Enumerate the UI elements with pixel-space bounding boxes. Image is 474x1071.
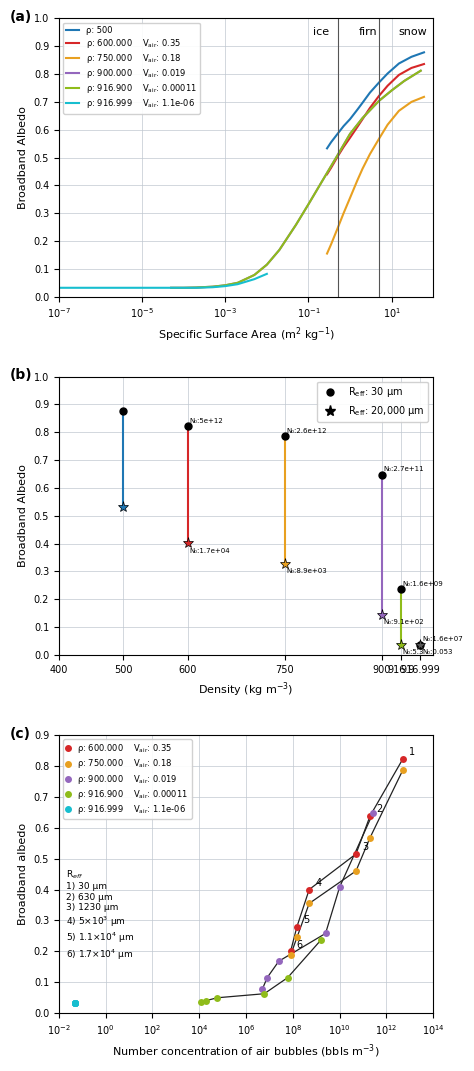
Text: N₀:9.1e+02: N₀:9.1e+02 — [383, 619, 424, 624]
Text: (a): (a) — [10, 10, 32, 24]
Text: (c): (c) — [10, 726, 31, 740]
Text: N₀:5.3: N₀:5.3 — [402, 649, 424, 655]
Text: N₀:1.6e+09: N₀:1.6e+09 — [402, 580, 443, 587]
Y-axis label: Broadband Albedo: Broadband Albedo — [18, 106, 28, 209]
Text: snow: snow — [398, 27, 427, 36]
Legend: ρ: 600.000    V$_{\rm air}$: 0.35, ρ: 750.000    V$_{\rm air}$: 0.18, ρ: 900.000: ρ: 600.000 V$_{\rm air}$: 0.35, ρ: 750.0… — [63, 739, 191, 819]
Text: ice: ice — [313, 27, 329, 36]
Text: firn: firn — [358, 27, 377, 36]
Y-axis label: Broadband Albedo: Broadband Albedo — [18, 465, 28, 568]
Text: 6: 6 — [297, 940, 303, 950]
Text: N₀:5e+12: N₀:5e+12 — [190, 418, 223, 424]
X-axis label: Number concentration of air bubbles (bbls m$^{-3}$): Number concentration of air bubbles (bbl… — [112, 1042, 380, 1060]
X-axis label: Specific Surface Area (m$^2$ kg$^{-1}$): Specific Surface Area (m$^2$ kg$^{-1}$) — [157, 326, 335, 345]
Legend: R$_{\rm eff}$: 30 μm, R$_{\rm eff}$: 20,000 μm: R$_{\rm eff}$: 30 μm, R$_{\rm eff}$: 20,… — [317, 381, 428, 422]
Text: N₀:1.6e+07: N₀:1.6e+07 — [422, 636, 463, 643]
Text: N₀:0.053: N₀:0.053 — [422, 649, 452, 654]
Legend: ρ: 500, ρ: 600.000    V$_{\rm air}$: 0.35, ρ: 750.000    V$_{\rm air}$: 0.18, ρ:: ρ: 500, ρ: 600.000 V$_{\rm air}$: 0.35, … — [63, 22, 200, 114]
Text: 5: 5 — [303, 915, 309, 925]
Text: N₀:8.9e+03: N₀:8.9e+03 — [286, 568, 327, 574]
Text: 4: 4 — [315, 878, 321, 888]
Text: 3: 3 — [362, 843, 368, 853]
Text: N₀:2.7e+11: N₀:2.7e+11 — [383, 466, 424, 472]
Y-axis label: Broadband albedo: Broadband albedo — [18, 823, 28, 925]
Text: R$_{eff}$
1) 30 μm
2) 630 μm
3) 1230 μm
4) 5×10$^3$ μm
5) 1.1×10$^4$ μm
6) 1.7×1: R$_{eff}$ 1) 30 μm 2) 630 μm 3) 1230 μm … — [66, 869, 135, 962]
Text: (b): (b) — [10, 368, 33, 382]
Text: 2: 2 — [376, 804, 383, 814]
Text: N₀:1.7e+04: N₀:1.7e+04 — [190, 547, 230, 554]
X-axis label: Density (kg m$^{-3}$): Density (kg m$^{-3}$) — [198, 680, 294, 699]
Text: 1: 1 — [409, 748, 415, 757]
Text: N₀:2.6e+12: N₀:2.6e+12 — [286, 428, 327, 434]
